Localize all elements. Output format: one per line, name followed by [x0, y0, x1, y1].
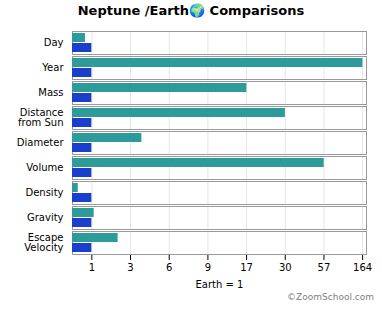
html-text:Neptune /Earth🌍 Comparisons: Neptune /Earth🌍 Comparisons: [77, 3, 305, 18]
html-text:©ZoomSchool.com: ©ZoomSchool.com: [287, 292, 374, 302]
svg-text:17: 17: [240, 262, 253, 273]
svg-text:Diameter: Diameter: [17, 137, 65, 148]
svg-text:1: 1: [89, 262, 95, 273]
svg-text:57: 57: [318, 262, 331, 273]
svg-text:Year: Year: [41, 62, 64, 73]
svg-text:3: 3: [127, 262, 133, 273]
svg-text:Volume: Volume: [26, 162, 63, 173]
svg-text:Density: Density: [25, 187, 63, 198]
svg-text:Gravity: Gravity: [27, 212, 64, 223]
svg-text:EscapeVelocity: EscapeVelocity: [24, 232, 63, 253]
svg-text:Day: Day: [44, 37, 64, 48]
svg-text:164: 164: [353, 262, 372, 273]
svg-text:Distancefrom Sun: Distancefrom Sun: [18, 107, 63, 128]
svg-text:9: 9: [205, 262, 211, 273]
svg-text:30: 30: [279, 262, 292, 273]
svg-text:6: 6: [166, 262, 172, 273]
svg-text:Earth = 1: Earth = 1: [196, 279, 244, 290]
svg-text:Mass: Mass: [38, 87, 63, 98]
